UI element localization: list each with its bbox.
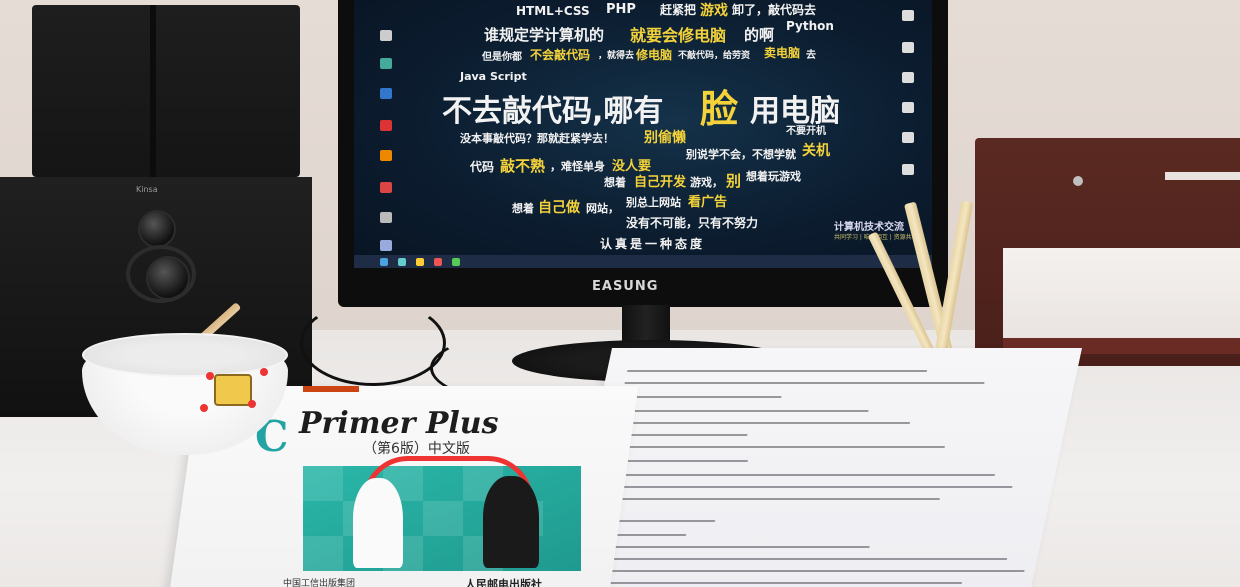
shelf-bar	[1165, 172, 1240, 180]
desktop-icon	[902, 10, 914, 21]
wallpaper-word: PHP	[606, 2, 636, 17]
desktop-icon	[902, 102, 914, 113]
desktop-icon	[380, 30, 392, 41]
taskbar	[354, 255, 932, 268]
bowl-lock-decoration	[214, 374, 252, 406]
shelf-paper	[1003, 248, 1240, 338]
wallpaper-word: 谁规定学计算机的	[484, 26, 605, 44]
monitor-logo: EASUNG	[592, 279, 659, 294]
desktop-icon	[380, 120, 392, 131]
monitor-screen: HTML+CSS PHP 赶紧把 游戏 卸了，敲代码去 谁规定学计算机的 就要会…	[354, 0, 932, 268]
wallpaper-word: 别偷懒	[644, 130, 686, 146]
wallpaper-word: 脸	[700, 87, 739, 131]
wallpaper-word: 但是你都	[482, 52, 522, 63]
wallpaper-word: 用电脑	[750, 94, 840, 129]
desktop-icon	[380, 182, 392, 193]
wallpaper-word: 关机	[802, 143, 830, 159]
wallpaper-word: 敲不熟	[500, 157, 546, 175]
shelf-bolt	[1073, 176, 1083, 186]
wooden-shelf	[975, 138, 1240, 366]
wallpaper-word: 修电脑	[636, 48, 673, 62]
bowl-rim	[82, 333, 288, 377]
desktop-icon	[902, 164, 914, 175]
desktop-icon	[380, 240, 392, 251]
wallpaper-word: 不敲代码，给劳资	[678, 51, 751, 61]
book-publisher: 人民邮电出版社	[465, 578, 542, 587]
wallpaper-word: HTML+CSS	[516, 4, 590, 18]
speaker-ring	[126, 245, 196, 303]
taskbar-icon	[416, 258, 424, 266]
wallpaper-word: 卖电脑	[764, 46, 801, 60]
flower-dot	[260, 368, 268, 376]
wallpaper-word: 游戏	[700, 3, 728, 19]
start-icon	[380, 258, 388, 266]
wallpaper-word: 认真是一种态度	[600, 237, 706, 251]
wallpaper-word: 想着	[512, 202, 534, 215]
monitor: HTML+CSS PHP 赶紧把 游戏 卸了，敲代码去 谁规定学计算机的 就要会…	[338, 0, 948, 307]
book-series: 中国工信出版集团	[283, 579, 356, 587]
handwritten-notes	[558, 348, 1082, 587]
taskbar-icon	[434, 258, 442, 266]
speaker-brand: Kinsa	[136, 185, 158, 194]
wallpaper-word: 不会敲代码	[530, 48, 591, 62]
wallpaper-word: 想着	[604, 176, 626, 189]
wallpaper-word: Python	[786, 19, 834, 33]
wallpaper-word: 游戏，	[690, 176, 723, 189]
wallpaper-word: 不去敲代码,哪有	[442, 94, 664, 129]
cable	[300, 300, 446, 386]
flower-dot	[206, 372, 214, 380]
wallpaper-word: 赶紧把	[660, 3, 697, 17]
wallpaper-word: 的啊	[744, 26, 775, 44]
taskbar-icon	[452, 258, 460, 266]
wallpaper-word: 没人要	[612, 159, 652, 174]
wallpaper-word: 没有不可能，只有不努力	[626, 216, 759, 230]
volume-knob	[138, 210, 176, 248]
desktop-icon	[902, 72, 914, 83]
desktop-icon	[380, 212, 392, 223]
wallpaper-word: 就要会修电脑	[630, 26, 727, 45]
desktop-icon	[902, 132, 914, 143]
wallpaper-word: ，难怪单身	[550, 160, 605, 173]
desktop-icon	[902, 42, 914, 53]
desktop-icon	[380, 88, 392, 99]
wallpaper-word: ，就得去	[598, 51, 635, 61]
book-red-strip	[303, 386, 359, 392]
flower-dot	[200, 404, 208, 412]
desktop-icon	[380, 150, 392, 161]
wallpaper-word: 去	[806, 50, 816, 61]
wallpaper-word: 卸了，敲代码去	[732, 3, 817, 17]
taskbar-icon	[398, 258, 406, 266]
book-subtitle: （第6版）中文版	[363, 441, 470, 457]
black-chess-piece	[483, 476, 539, 568]
wallpaper-word: 想着玩游戏	[746, 170, 801, 183]
desktop-icon	[380, 58, 392, 69]
wallpaper-word: 不要开机	[786, 126, 826, 137]
white-chess-piece	[353, 478, 403, 568]
wallpaper-word: 别总上网站	[626, 196, 681, 209]
speaker-top	[32, 5, 300, 177]
flower-dot	[248, 400, 256, 408]
wallpaper-word: 别说学不会，不想学就	[686, 148, 796, 161]
wallpaper-word: 看广告	[688, 195, 728, 210]
wallpaper-word: 代码	[470, 160, 495, 174]
wallpaper-word: 网站，	[586, 202, 619, 215]
wallpaper-word: 别	[726, 172, 742, 190]
wallpaper-word: 自己开发	[634, 175, 687, 190]
wallpaper-word: Java Script	[460, 70, 527, 83]
wallpaper-brand: 计算机技术交流	[834, 222, 904, 233]
book-title: Primer Plus	[299, 406, 499, 441]
wallpaper-word: 自己做	[538, 200, 580, 216]
wallpaper-word: 没本事敲代码？那就赶紧学去！	[460, 132, 614, 145]
